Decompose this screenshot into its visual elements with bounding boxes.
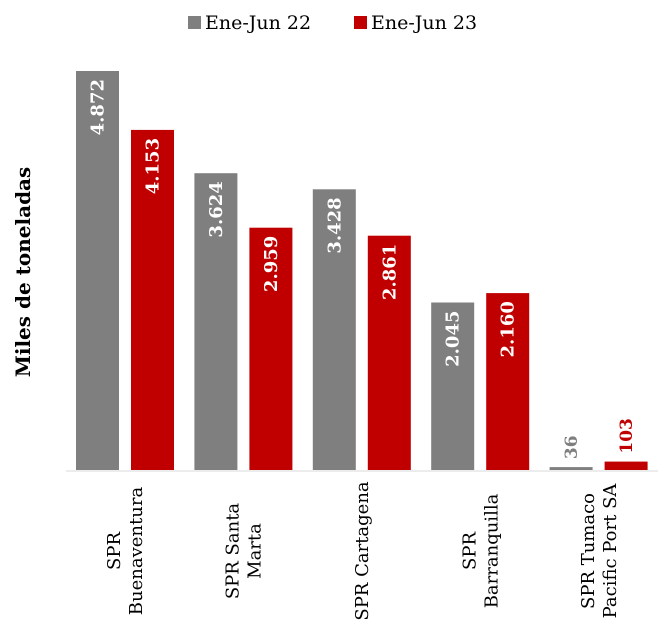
legend-swatch-series-2: [354, 16, 367, 29]
category-label-1: SPRBuenaventura: [104, 487, 147, 616]
category-label-2-line-2: Marta: [245, 523, 266, 579]
bar-series-1-cat-1: [76, 71, 119, 470]
y-axis-title: Miles de toneladas: [11, 167, 35, 378]
legend-swatch-series-1: [188, 16, 201, 29]
bar-series-1-cat-2: [194, 173, 238, 470]
value-label-series-1-cat-5: 36: [562, 435, 582, 459]
bar-series-2-cat-1: [131, 129, 174, 470]
value-label-series-1-cat-1: 4.872: [88, 79, 109, 135]
category-label-5: SPR TumacoPacific Port SA: [578, 483, 621, 619]
value-label-series-1-cat-3: 3.428: [324, 197, 345, 253]
category-label-3-line-1: SPR Cartagena: [352, 481, 373, 621]
category-label-5-line-1: SPR Tumaco: [578, 493, 599, 609]
category-label-4-line-1: SPR: [459, 532, 480, 570]
value-label-series-1-cat-4: 2.045: [443, 311, 464, 367]
category-label-3: SPR Cartagena: [352, 481, 373, 621]
category-label-4-line-2: Barranquilla: [481, 493, 502, 608]
legend: Ene-Jun 22 Ene-Jun 23: [188, 12, 477, 34]
category-label-1-line-1: SPR: [104, 532, 125, 570]
bar-series-1-cat-3: [312, 189, 356, 471]
value-labels-group: 4.872 4.153 3.624 2.959 3.428 2.861 2.045 2.160…: [88, 79, 638, 459]
category-label-2-line-1: SPR Santa: [223, 503, 244, 600]
bar-series-1-cat-4: [431, 302, 475, 470]
legend-label-series-2: Ene-Jun 23: [371, 12, 477, 34]
value-label-series-2-cat-5: 103: [617, 418, 637, 454]
bar-series-2-cat-4: [486, 293, 530, 470]
value-label-series-1-cat-2: 3.624: [206, 181, 227, 237]
bar-series-1-cat-5: [549, 467, 593, 470]
value-label-series-2-cat-3: 2.861: [379, 244, 400, 300]
category-labels-group: SPRBuenaventura SPR SantaMarta SPR Cartage…: [104, 481, 621, 621]
legend-label-series-1: Ene-Jun 22: [205, 12, 311, 34]
category-label-1-line-2: Buenaventura: [126, 487, 147, 616]
category-label-2: SPR SantaMarta: [223, 503, 266, 600]
category-label-5-line-2: Pacific Port SA: [600, 483, 621, 619]
category-label-4: SPRBarranquilla: [459, 493, 502, 608]
bar-series-2-cat-3: [367, 235, 411, 470]
value-label-series-2-cat-4: 2.160: [498, 301, 519, 357]
value-label-series-2-cat-1: 4.153: [143, 138, 164, 194]
value-label-series-2-cat-2: 2.959: [261, 236, 282, 292]
bar-series-2-cat-5: [604, 461, 648, 470]
bars-group: [76, 71, 648, 471]
bar-series-2-cat-2: [249, 227, 293, 470]
